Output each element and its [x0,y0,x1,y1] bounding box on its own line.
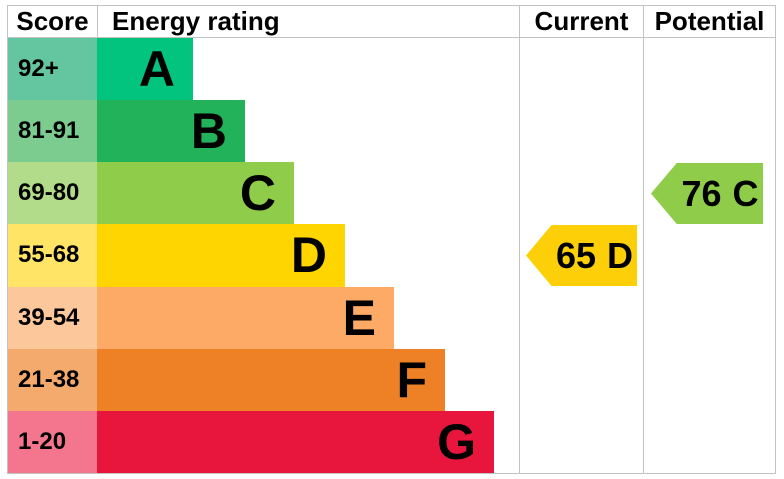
current-rating-letter: D [607,234,634,276]
potential-column-header: Potential [654,6,765,36]
band-bar-g: G [97,410,494,473]
score-range-g: 1-20 [8,410,97,473]
current-rating-value: 65 [555,234,597,276]
band-bar-d: D [97,224,345,287]
band-row-d: 55-68 D [8,224,775,287]
score-range-c: 69-80 [8,162,97,225]
band-row-a: 92+ A [8,38,775,101]
band-row-e: 39-54 E [8,286,775,349]
current-column-header: Current [534,6,629,36]
potential-rating-letter: C [732,172,759,214]
score-range-b: 81-91 [8,100,97,163]
energy-rating-column-header: Energy rating [112,6,280,36]
band-row-c: 69-80 C [8,162,775,225]
score-range-d: 55-68 [8,224,97,287]
border-right [775,5,776,474]
band-row-b: 81-91 B [8,100,775,163]
band-row-g: 1-20 G [8,410,775,473]
band-bar-e: E [97,286,394,349]
score-range-f: 21-38 [8,348,97,411]
band-bar-b: B [97,100,245,163]
band-row-f: 21-38 F [8,348,775,411]
band-bar-a: A [97,38,193,101]
border-bottom [7,473,776,474]
header-divider [7,37,776,38]
score-range-e: 39-54 [8,286,97,349]
border-top [7,5,776,6]
current-column-divider [519,5,520,474]
band-bar-c: C [97,162,294,225]
potential-rating-value: 76 [681,172,722,214]
score-range-a: 92+ [8,38,97,101]
border-left [7,5,8,474]
score-column-divider [97,5,98,38]
rating-bands: 92+ A 81-91 B 69-80 C 55-68 D 39-54 E 21… [8,38,775,473]
potential-rating-arrow: 76 C [651,163,763,224]
potential-column-divider [643,5,644,474]
current-rating-arrow: 65 D [526,225,637,286]
band-bar-f: F [97,348,445,411]
score-column-header: Score [16,6,89,36]
